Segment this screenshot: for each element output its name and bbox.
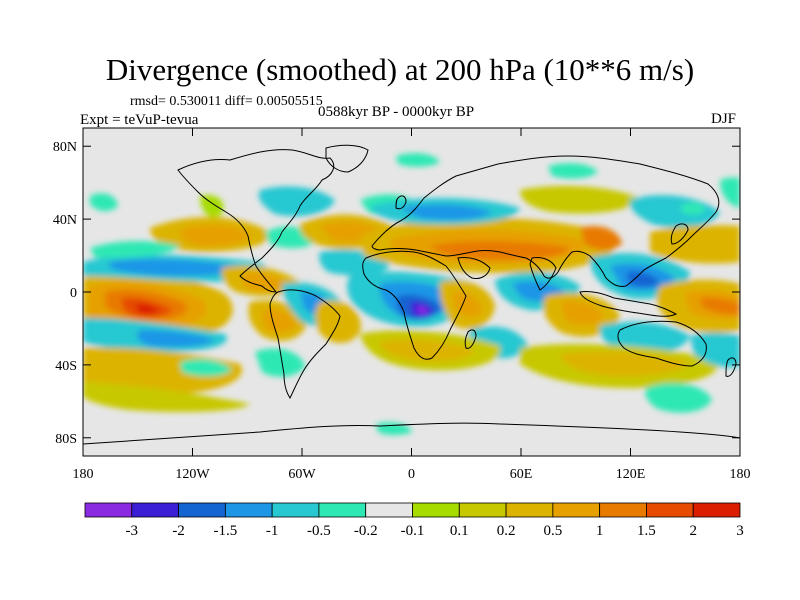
x-tick-label: 180 — [73, 467, 94, 482]
colorbar-swatch — [599, 502, 647, 518]
field-patch — [180, 225, 252, 246]
field-patch — [137, 330, 215, 347]
coast-new-zealand — [725, 357, 737, 377]
y-tick-label: 40S — [55, 359, 77, 374]
colorbar-swatch — [692, 502, 741, 518]
season-label: DJF — [711, 111, 737, 127]
colorbar-swatch — [318, 502, 367, 518]
axis-ticks: 180 120W 60W 0 60E 120E 180 80N 40N 0 40S 80S — [53, 128, 751, 482]
field-patch — [262, 308, 296, 332]
field-patch — [700, 297, 740, 315]
plot-title: Divergence (smoothed) at 200 hPa (10**6 … — [105, 52, 695, 87]
coast-eurasia — [371, 155, 720, 287]
colorbar-swatch — [552, 502, 601, 518]
coastlines — [83, 144, 740, 445]
colorbar-swatch — [84, 502, 133, 518]
field-patch — [400, 204, 492, 220]
field-patch — [180, 359, 232, 377]
field-patch — [200, 194, 224, 218]
colorbar-label: -1 — [266, 523, 279, 539]
field-patch — [90, 193, 118, 212]
colorbar-label: 1 — [596, 523, 604, 539]
x-tick-label: 60E — [510, 467, 533, 482]
field-patch — [240, 272, 288, 292]
colorbar-swatch — [271, 502, 320, 518]
colorbar-swatch — [224, 502, 273, 518]
colorbar-label: -0.1 — [401, 523, 425, 539]
colorbar-label: -1.5 — [213, 523, 237, 539]
x-tick-label: 120E — [616, 467, 646, 482]
field-patch — [396, 153, 440, 167]
field-patch — [417, 306, 428, 315]
coast-indonesia — [579, 291, 678, 317]
field-patch — [580, 225, 622, 250]
x-tick-label: 180 — [730, 467, 751, 482]
y-tick-label: 0 — [70, 286, 77, 301]
colorbar-label: 1.5 — [637, 523, 656, 539]
coast-australia — [617, 320, 707, 367]
colorbar-swatch — [505, 502, 554, 518]
colorbar-label: -0.2 — [354, 523, 378, 539]
colorbar: -3 -2 -1.5 -1 -0.5 -0.2 -0.1 0.1 0.2 0.5 1 1.5 2 3 — [84, 502, 744, 539]
field-patch — [720, 177, 740, 208]
field-patch — [680, 202, 706, 215]
colorbar-label: -0.5 — [307, 523, 331, 539]
field-patch — [110, 259, 240, 276]
y-tick-label: 80N — [53, 140, 77, 155]
coast-japan — [670, 223, 689, 245]
field-patch — [520, 185, 640, 214]
x-tick-label: 120W — [175, 467, 210, 482]
field-patch — [430, 240, 570, 260]
field-patch — [380, 339, 475, 362]
field-patch — [626, 271, 660, 287]
coast-uk — [395, 195, 407, 210]
colorbar-label: 0.2 — [497, 523, 516, 539]
field-patch — [255, 348, 305, 377]
coast-africa — [362, 250, 467, 360]
colorbar-swatch — [412, 502, 460, 518]
colorbar-label: -2 — [172, 523, 185, 539]
coast-north-america — [177, 149, 335, 293]
colorbar-label: 0.1 — [450, 523, 469, 539]
colorbar-swatch — [365, 502, 413, 518]
colorbar-swatch — [646, 502, 694, 518]
x-tick-label: 0 — [408, 467, 415, 482]
field-patch — [90, 241, 180, 258]
field-patch — [136, 303, 160, 315]
field-patch — [548, 163, 598, 179]
experiment-label: Expt = teVuP-tevua — [80, 112, 199, 128]
colorbar-label: -3 — [126, 523, 139, 539]
colorbar-label: 2 — [689, 523, 697, 539]
field-patch — [560, 300, 604, 326]
y-tick-label: 80S — [55, 432, 77, 447]
divergence-field — [83, 144, 740, 445]
field-patch — [258, 186, 335, 217]
y-tick-label: 40N — [53, 213, 77, 228]
colorbar-label: 0.5 — [543, 523, 562, 539]
coast-madagascar — [464, 329, 477, 349]
coast-greenland — [325, 144, 369, 173]
colorbar-swatch — [131, 502, 179, 518]
colorbar-swatch — [458, 502, 507, 518]
colorbar-label: 3 — [736, 523, 744, 539]
field-patch — [560, 351, 690, 377]
colorbar-swatch — [178, 502, 226, 518]
stats-text: rmsd= 0.530011 diff= 0.00505515 — [130, 94, 323, 109]
field-patch — [83, 382, 250, 412]
coast-antarctica — [83, 422, 740, 445]
coast-south-america — [269, 289, 341, 399]
period-label: 0588kyr BP - 0000kyr BP — [318, 104, 475, 120]
coast-arabia — [457, 257, 491, 279]
coast-india — [529, 257, 557, 291]
x-tick-label: 60W — [288, 467, 316, 482]
field-patch — [645, 383, 712, 413]
field-patch — [650, 225, 740, 264]
